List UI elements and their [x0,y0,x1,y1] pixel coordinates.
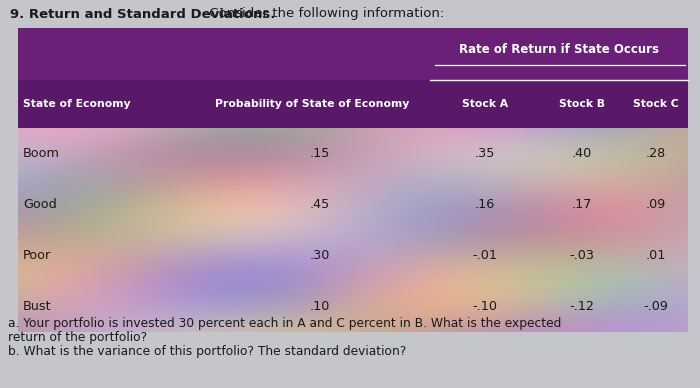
Text: Boom: Boom [23,147,60,160]
Bar [18,80,688,128]
Text: b. What is the variance of this portfolio? The standard deviation?: b. What is the variance of this portfoli… [8,345,406,358]
Text: Rate of Return if State Occurs: Rate of Return if State Occurs [459,43,659,56]
Text: .15: .15 [310,147,330,160]
Text: State of Economy: State of Economy [23,99,131,109]
Text: -.10: -.10 [473,300,498,313]
Bar [18,28,688,80]
Bar [18,128,688,179]
Text: .09: .09 [646,198,666,211]
Text: Stock C: Stock C [633,99,679,109]
Text: Bust: Bust [23,300,52,313]
Bar [18,281,688,332]
Text: .10: .10 [310,300,330,313]
Text: Stock A: Stock A [462,99,508,109]
Text: -.01: -.01 [473,249,498,262]
Text: Poor: Poor [23,249,51,262]
Text: -.12: -.12 [570,300,594,313]
Text: .17: .17 [572,198,592,211]
Text: Good: Good [23,198,57,211]
Text: .35: .35 [475,147,495,160]
Text: 9. Return and Standard Deviations.: 9. Return and Standard Deviations. [10,7,275,21]
Bar [18,230,688,281]
Text: Probability of State of Economy: Probability of State of Economy [215,99,410,109]
Text: -.09: -.09 [643,300,668,313]
Text: .01: .01 [646,249,666,262]
Text: .40: .40 [572,147,592,160]
Text: .45: .45 [310,198,330,211]
Text: Consider the following information:: Consider the following information: [205,7,444,21]
Text: .28: .28 [646,147,666,160]
Text: .30: .30 [310,249,330,262]
Bar [18,179,688,230]
Text: -.03: -.03 [570,249,594,262]
Text: a. Your portfolio is invested 30 percent each in A and C percent in B. What is t: a. Your portfolio is invested 30 percent… [8,317,561,330]
Text: Stock B: Stock B [559,99,605,109]
Text: return of the portfolio?: return of the portfolio? [8,331,147,344]
Text: .16: .16 [475,198,495,211]
